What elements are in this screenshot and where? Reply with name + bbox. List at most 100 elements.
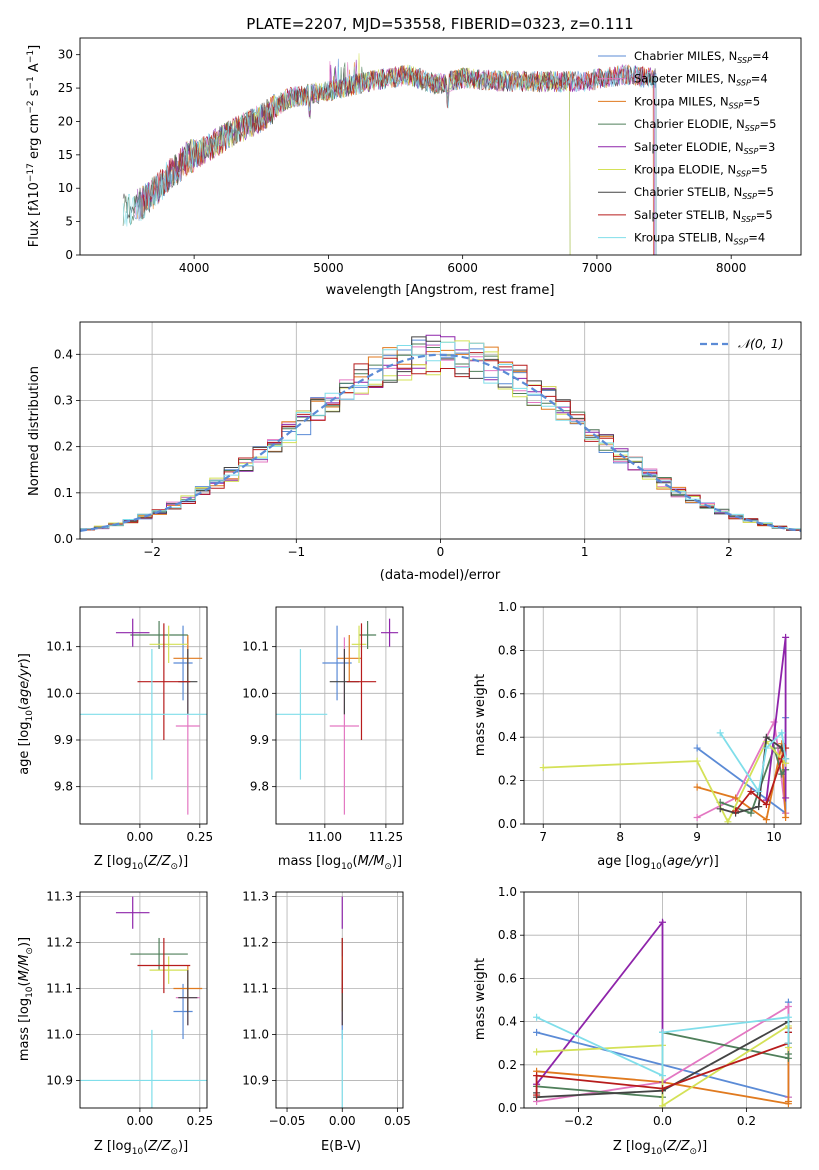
residuals-ytick-label: 0.3 [54, 393, 73, 407]
weightZ-marker [784, 1039, 792, 1047]
residuals-xtick-label: −2 [143, 545, 161, 559]
massZ-ytick-label: 11.0 [46, 1027, 73, 1041]
weightZ-ytick-label: 0.8 [498, 928, 517, 942]
spectrum-xlabel: wavelength [Angstrom, rest frame] [326, 283, 555, 298]
massEBV-xlabel: E(B-V) [321, 1139, 361, 1154]
weightAge-marker [693, 783, 701, 791]
ageZ-ytick-label: 9.8 [54, 780, 73, 794]
residuals-ytick-label: 0.2 [54, 440, 73, 454]
ageMass-ytick-label: 10.1 [242, 640, 269, 654]
weightZ-ytick-label: 0.0 [498, 1101, 517, 1115]
massZ-ytick-label: 11.1 [46, 982, 73, 996]
weightZ-ytick-label: 0.6 [498, 971, 517, 985]
massEBV-ytick-label: 10.9 [242, 1073, 269, 1087]
weightAge-marker [782, 794, 790, 802]
massEBV-xtick-label: 0.05 [384, 1114, 411, 1128]
weightZ-marker [533, 1028, 541, 1036]
weightAge-marker [732, 807, 740, 815]
ageMass-axes: 11.00 11.25 9.8 9.9 10.0 10.1 [242, 607, 403, 844]
massZ-points [80, 896, 207, 1108]
massZ-axes: 0.00 0.25 10.9 11.0 11.1 11.2 11.3 [46, 890, 213, 1128]
weightAge-xtick-label: 9 [693, 830, 701, 844]
weightZ-marker [533, 1013, 541, 1021]
ageZ-ytick-label: 9.9 [54, 733, 73, 747]
legend-entry: Salpeter STELIB, NSSP=5 [634, 208, 773, 224]
weightAge-marker [778, 729, 786, 737]
spectrum-ytick-label: 25 [58, 81, 73, 95]
weightZ-marker [533, 1072, 541, 1080]
legend-entry: Chabrier ELODIE, NSSP=5 [634, 117, 776, 133]
ageZ-ytick-label: 10.0 [46, 686, 73, 700]
ageZ-ytick-label: 10.1 [46, 640, 73, 654]
weightZ-marker [659, 1102, 666, 1108]
ageMass-ytick-label: 9.8 [250, 780, 269, 794]
weightZ-marker [659, 1085, 666, 1093]
weightZ-xtick-label: 0.2 [737, 1114, 756, 1128]
ageZ-points [80, 618, 207, 815]
weightAge-ytick-label: 1.0 [498, 600, 517, 614]
massZ-ytick-label: 10.9 [46, 1073, 73, 1087]
spectrum-ytick-label: 5 [65, 215, 73, 229]
massEBV-ytick-label: 11.0 [242, 1027, 269, 1041]
massZ-xtick-label: 0.25 [186, 1114, 213, 1128]
residuals-ylabel: Normed distribution [27, 366, 42, 496]
weightAge-marker [762, 733, 770, 741]
weightAge-lines [539, 633, 790, 824]
weightAge-marker [724, 818, 732, 824]
weightAge-ytick-label: 0.6 [498, 687, 517, 701]
ageMass-frame [275, 606, 404, 825]
spectrum-line-kroupa-stelib [122, 64, 657, 255]
spectrum-xtick-label: 7000 [582, 261, 613, 275]
panel-mass-vs-EBV: E(B-V) [321, 1139, 361, 1154]
massZ-xtick-label: 0.00 [127, 1114, 154, 1128]
panel-spectrum: wavelength [Angstrom, rest frame] Flux [… [26, 45, 554, 298]
weightZ-lines [533, 918, 792, 1108]
legend-entry: Salpeter MILES, NSSP=4 [634, 72, 768, 88]
panel-residuals: (data-model)/error Normed distribution [27, 366, 501, 583]
spectrum-ytick-label: 10 [58, 181, 73, 195]
weightAge-marker [755, 803, 763, 811]
ageZ-axes: 0.00 0.25 9.8 9.9 10.0 10.1 [46, 607, 213, 844]
weightAge-marker [755, 787, 763, 795]
massZ-ytick-label: 11.2 [46, 936, 73, 950]
ageMass-xtick-label: 11.25 [369, 830, 403, 844]
normal-curve [80, 353, 801, 532]
weightAge-marker [747, 787, 755, 795]
panel-weight-vs-Z: Z [log10(Z/Z⊙)] mass weight [473, 958, 707, 1157]
massEBV-xtick-label: −0.05 [269, 1114, 306, 1128]
ageZ-ylabel: age [log10(age/yr)] [17, 653, 35, 775]
massEBV-axes: −0.05 0.00 0.05 10.9 11.0 11.1 11.2 11.3 [242, 890, 411, 1128]
weightAge-marker [782, 633, 790, 641]
weightAge-marker [693, 757, 701, 765]
weightZ-marker [659, 1028, 666, 1036]
weightAge-marker [778, 770, 786, 778]
spectrum-frame [79, 37, 802, 256]
residuals-axes: −2 −1 0 1 2 0.0 0.1 0.2 0.3 0.4 [54, 322, 801, 559]
legend-entry: Kroupa STELIB, NSSP=4 [634, 231, 765, 247]
weightAge-marker [693, 813, 701, 821]
massZ-frame [79, 891, 208, 1109]
weightAge-marker [539, 764, 547, 772]
ageMass-ytick-label: 10.0 [242, 686, 269, 700]
spectrum-legend: Chabrier MILES, NSSP=4 Salpeter MILES, NS… [598, 49, 776, 247]
spectrum-xtick-label: 6000 [447, 261, 478, 275]
ageZ-frame [79, 606, 208, 825]
residuals-xtick-label: 0 [437, 545, 445, 559]
legend-entry: Kroupa ELODIE, NSSP=5 [634, 163, 768, 179]
figure-title: PLATE=2207, MJD=53558, FIBERID=0323, z=0… [246, 15, 633, 33]
weightAge-xtick-label: 10 [766, 830, 781, 844]
legend-entry: Chabrier STELIB, NSSP=5 [634, 185, 774, 201]
spectrum-ylabel: Flux [fλ10−17 erg cm−2 s−1 A−1] [26, 45, 42, 247]
panel-mass-vs-Z: Z [log10(Z/Z⊙)] mass [log10(M/M⊙)] [17, 937, 188, 1157]
weightZ-xlabel: Z [log10(Z/Z⊙)] [613, 1139, 707, 1157]
massEBV-ytick-label: 11.3 [242, 890, 269, 904]
weightZ-xtick-label: 0.0 [653, 1114, 672, 1128]
massZ-ytick-label: 11.3 [46, 890, 73, 904]
residuals-xtick-label: 1 [581, 545, 589, 559]
weightZ-ytick-label: 0.2 [498, 1058, 517, 1072]
panel-age-vs-Z: Z [log10(Z/Z⊙)] age [log10(age/yr)] [17, 653, 188, 872]
weightAge-ytick-label: 0.8 [498, 643, 517, 657]
weightAge-xlabel: age [log10(age/yr)] [597, 854, 719, 872]
weightAge-marker [693, 744, 701, 752]
